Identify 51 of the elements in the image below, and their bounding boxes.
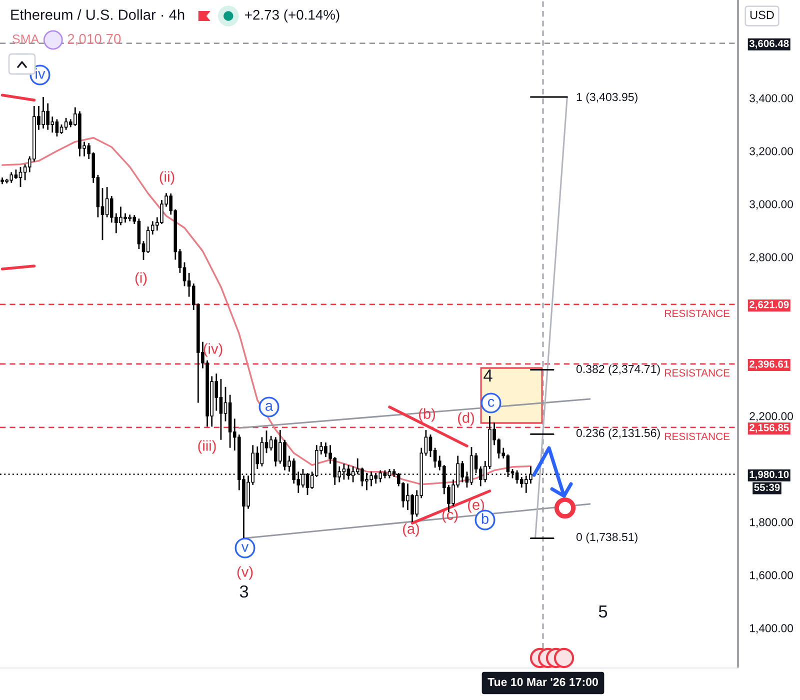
annotation: 0 (1,738.51) xyxy=(576,532,638,544)
y-tick-label: 1,400.00 xyxy=(750,624,793,634)
candlestick xyxy=(18,166,22,188)
y-tick-label: 3,400.00 xyxy=(750,94,793,104)
annotation: c xyxy=(488,398,494,407)
annotation: 3 xyxy=(240,585,248,598)
annotation: 5 xyxy=(598,606,608,618)
annotation: (b) xyxy=(418,408,436,422)
y-tick-label: 3,000.00 xyxy=(750,200,793,210)
y-tick-label: 3,606.48 xyxy=(749,40,789,49)
y-axis-title: USD xyxy=(750,10,774,20)
annotation: 2,010.70 xyxy=(68,34,121,46)
y-tick-label: 2,396.61 xyxy=(749,360,789,370)
annotation: (c) xyxy=(442,509,458,523)
annotation: (iii) xyxy=(198,440,216,454)
y-tick-label: 1,980.10 xyxy=(750,470,789,480)
annotation: (d) xyxy=(458,412,474,426)
text: 55:39 xyxy=(754,484,780,492)
annotation: iv xyxy=(36,68,46,79)
annotation: 0.236 (2,131.56) xyxy=(576,428,660,440)
text: +2.73 (+0.14%) xyxy=(245,10,340,22)
annotation: a xyxy=(266,402,274,411)
text: SMA xyxy=(12,34,40,44)
y-tick-label: 2,621.09 xyxy=(749,300,789,310)
ref-line-label: RESISTANCE xyxy=(665,369,730,377)
candlestick xyxy=(428,434,432,458)
y-tick-label: 2,800.00 xyxy=(750,253,793,263)
annotation: b xyxy=(482,513,488,524)
ref-line-label: RESISTANCE xyxy=(665,310,730,318)
y-tick-label: 2,200.00 xyxy=(750,412,793,422)
annotation: 0.382 (2,374.71) xyxy=(576,364,660,376)
candlestick xyxy=(346,464,350,480)
annotation: 4 xyxy=(484,370,492,382)
annotation: (v) xyxy=(237,566,253,580)
candlestick xyxy=(388,468,392,479)
annotation: (i) xyxy=(135,272,147,286)
annotation: v xyxy=(241,544,249,552)
ref-line-label: RESISTANCE xyxy=(665,432,730,440)
candlestick xyxy=(60,124,64,135)
annotation: (ii) xyxy=(160,171,174,185)
y-tick-label: 1,800.00 xyxy=(750,518,793,528)
annotation: 1 (3,403.95) xyxy=(576,92,638,104)
y-tick-label: 3,200.00 xyxy=(750,147,793,157)
candlestick xyxy=(306,472,310,496)
annotation: (a) xyxy=(402,523,420,537)
annotation: (iv) xyxy=(204,343,222,357)
y-tick-label: 2,156.85 xyxy=(749,424,789,433)
y-tick-label: 1,600.00 xyxy=(750,571,793,581)
text: Tue 10 Mar '26 17:00 xyxy=(488,678,598,686)
chart-title: Ethereum / U.S. Dollar · 4h xyxy=(11,9,184,20)
line-series xyxy=(1,136,532,486)
